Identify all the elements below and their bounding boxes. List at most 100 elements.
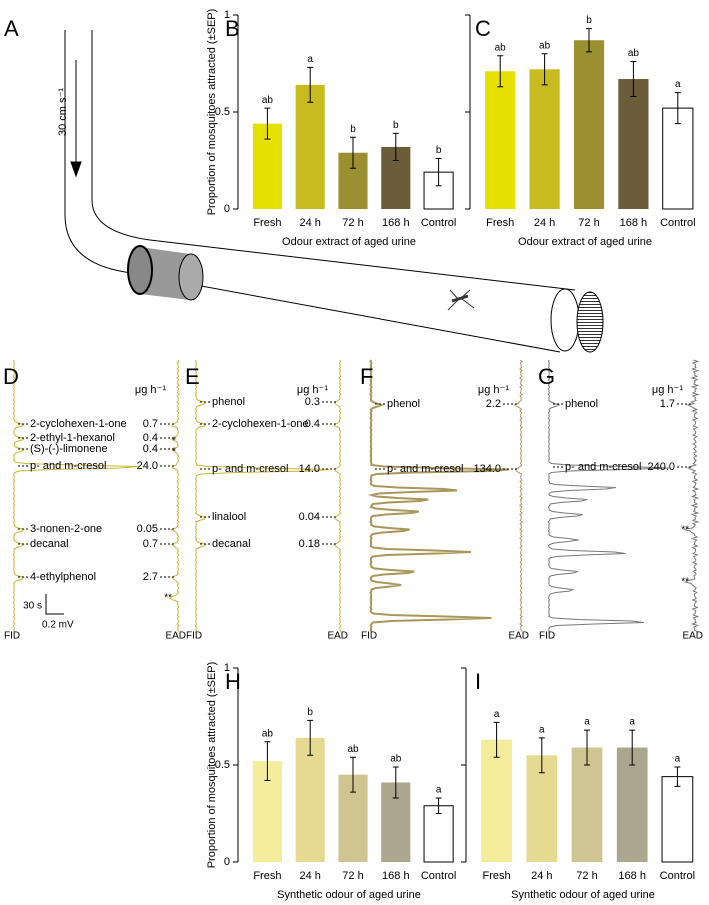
compound-name: p- and m-cresol (212, 463, 288, 475)
error-bar (307, 719, 314, 756)
ead-trace (169, 359, 180, 632)
bar (481, 739, 512, 862)
compound-amount: 240.0 (647, 461, 675, 473)
error-bar (264, 741, 271, 782)
x-tick-label: 168 h (382, 217, 410, 229)
panel-letter: E (185, 364, 200, 389)
y-tick-label: 0 (224, 856, 230, 868)
significance-label: a (675, 79, 681, 90)
error-bar (350, 136, 356, 169)
scale-bar (45, 594, 64, 615)
significance-label: b (436, 145, 442, 156)
eag-marker: ** (681, 577, 689, 588)
compound-name: 3-nonen-2-one (30, 523, 102, 535)
compound-name: phenol (387, 398, 420, 410)
compound-amount: 2.7 (143, 571, 158, 583)
fid-trace (194, 359, 330, 632)
compound-amount: 0.04 (299, 511, 320, 523)
compound-amount: 0.05 (137, 523, 158, 535)
significance-label: a (584, 717, 590, 728)
ead-label: EAD (508, 631, 529, 642)
x-tick-label: Fresh (483, 870, 511, 882)
y-tick-label: 1 (224, 662, 230, 674)
compound-amount: 14.0 (299, 463, 320, 475)
fid-trace (367, 359, 509, 632)
panel-letter: F (360, 364, 373, 389)
significance-label: a (539, 724, 545, 735)
error-bar (538, 737, 545, 774)
y-tick-label: 0.5 (215, 106, 230, 118)
bar (529, 69, 560, 209)
panel-letter: I (475, 669, 481, 694)
significance-label: a (629, 717, 635, 728)
compound-name: (S)-(-)-limonene (30, 443, 108, 455)
ead-trace (333, 359, 342, 632)
scale-time: 30 s (23, 601, 42, 612)
x-tick-label: 72 h (342, 217, 363, 229)
compound-amount: 0.3 (305, 396, 320, 408)
bar (485, 71, 516, 209)
compound-name: 2-cyclohexen-1-one (212, 418, 309, 430)
significance-label: ab (347, 744, 359, 755)
unit-label: μg h⁻¹ (652, 384, 683, 396)
panel-letter: H (225, 669, 241, 694)
significance-label: ab (390, 754, 402, 765)
significance-label: a (307, 54, 313, 65)
significance-label: a (675, 754, 681, 765)
error-bar (674, 92, 681, 125)
significance-label: ab (539, 40, 551, 51)
y-axis-label: Proportion of mosquitoes attracted (±SEP… (206, 662, 218, 869)
significance-label: b (307, 707, 313, 718)
eag-marker: ** (164, 593, 172, 604)
fid-trace (547, 359, 670, 632)
error-bar (541, 53, 548, 86)
y-axis-label: Proportion of mosquitoes attracted (±SEP… (206, 9, 218, 216)
x-tick-label: Control (421, 870, 456, 882)
scale-voltage: 0.2 mV (42, 620, 74, 631)
error-bar (584, 729, 590, 766)
compound-name: p- and m-cresol (565, 461, 641, 473)
x-axis-label: Synthetic odour of aged urine (511, 889, 655, 901)
compound-amount: 0.4 (305, 418, 320, 430)
bar (616, 747, 648, 862)
error-bar (497, 55, 504, 88)
compound-amount: 2.2 (486, 398, 501, 410)
fid-label: FID (4, 631, 20, 642)
significance-label: a (494, 709, 500, 720)
ead-label: EAD (682, 631, 703, 642)
x-tick-label: 24 h (534, 217, 555, 229)
x-tick-label: Control (660, 870, 695, 882)
compound-amount: 0.7 (143, 538, 158, 550)
error-bar (307, 66, 314, 103)
significance-label: b (350, 124, 356, 135)
ead-label: EAD (165, 631, 186, 642)
fid-label: FID (361, 631, 377, 642)
y-tick-label: 0.5 (215, 759, 230, 771)
error-bar (435, 797, 442, 814)
filter-cylinder (140, 247, 190, 300)
significance-label: ab (262, 95, 274, 106)
arrow-head (70, 161, 82, 178)
x-tick-label: 168 h (620, 217, 648, 229)
error-bar (674, 766, 681, 787)
error-bar (350, 756, 356, 793)
x-tick-label: 24 h (299, 217, 320, 229)
x-tick-label: 168 h (618, 870, 646, 882)
x-tick-label: 72 h (342, 870, 363, 882)
panel-letter: G (538, 364, 555, 389)
unit-label: μg h⁻¹ (297, 384, 328, 396)
significance-label: ab (628, 48, 640, 59)
filter-end (127, 245, 153, 295)
error-bar (629, 729, 636, 766)
x-tick-label: Control (660, 217, 695, 229)
x-axis-label: Odour extract of aged urine (282, 236, 416, 248)
error-bar (630, 61, 637, 97)
tunnel-wall (64, 30, 561, 353)
tunnel-screen (576, 291, 604, 353)
compound-name: p- and m-cresol (387, 463, 463, 475)
eag-marker: * (172, 436, 176, 447)
x-axis-label: Odour extract of aged urine (518, 236, 652, 248)
bar (423, 805, 454, 863)
